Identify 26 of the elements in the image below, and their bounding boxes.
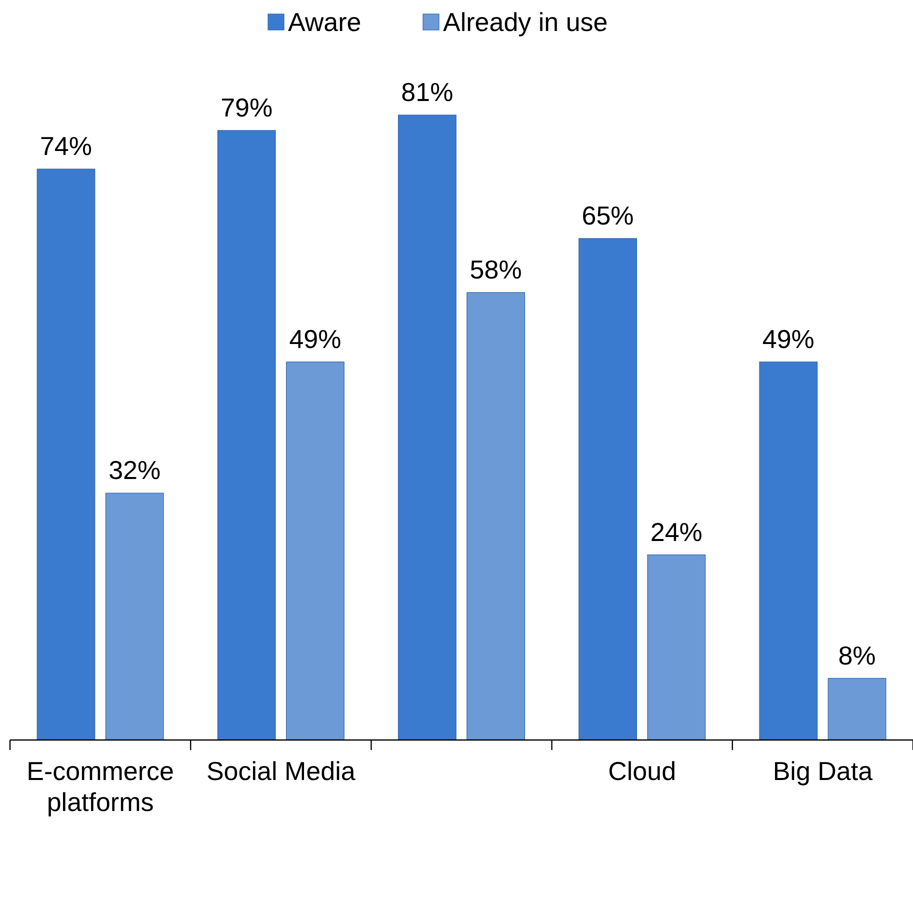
x-tick-label: Big Data [772, 756, 874, 786]
bar [105, 492, 164, 740]
bar [828, 678, 886, 740]
bar [398, 114, 456, 740]
bar [217, 130, 276, 740]
data-label: 65% [582, 200, 634, 230]
bar [36, 168, 96, 740]
bar [286, 362, 344, 740]
data-label: 49% [289, 324, 342, 354]
x-tick-label: Social Media [206, 756, 356, 786]
bar [759, 362, 818, 740]
legend-label: Aware [288, 7, 362, 37]
data-label: 79% [220, 92, 273, 122]
bar [647, 554, 706, 740]
data-label: 74% [40, 131, 92, 162]
bar [578, 238, 637, 740]
data-label: 49% [762, 324, 814, 354]
x-tick-label: Cloud [608, 756, 676, 786]
data-label: 8% [838, 640, 876, 670]
data-label: 32% [108, 455, 161, 486]
bar [466, 292, 526, 740]
legend-label: Already in use [443, 7, 608, 37]
data-label: 58% [470, 254, 522, 284]
data-label: 24% [650, 516, 702, 547]
x-tick-label: E-commerce platforms [26, 756, 174, 817]
data-label: 81% [401, 77, 454, 107]
